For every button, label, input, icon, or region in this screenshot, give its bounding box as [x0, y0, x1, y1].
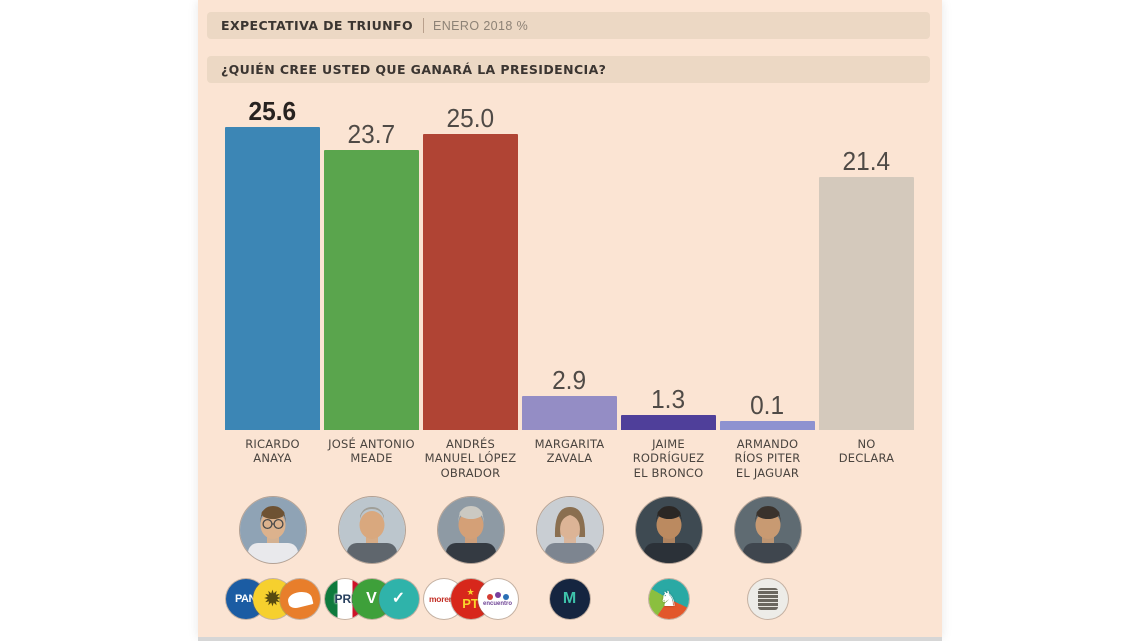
bar-value-label: 25.0 [446, 103, 495, 133]
bronco-glyph: ♞ [659, 587, 678, 611]
logo-column: PRI V ✓ [324, 579, 419, 619]
avatar-jose-antonio-meade [338, 497, 405, 563]
na-logo: ✓ [378, 579, 419, 619]
bar-value-label: 1.3 [651, 384, 686, 414]
bar-column-jose-antonio-meade: 23.7 [324, 90, 419, 430]
prd-glyph: ✹ [263, 586, 282, 611]
candidate-name: RICARDO ANAYA [245, 437, 300, 466]
chart-title: EXPECTATIVA DE TRIUNFO [221, 18, 413, 33]
logo-column: PAN ✹ [225, 579, 320, 619]
avatar-ricardo-anaya [239, 497, 306, 563]
logo-column: ♞ [621, 579, 716, 619]
bar-column-andres-manuel-lopez-obrador: 25.0 [423, 90, 518, 430]
name-column: JOSÉ ANTONIO MEADE [324, 437, 419, 480]
logo-column [720, 579, 815, 619]
avatar-column [324, 497, 419, 563]
pvem-glyph: V [366, 590, 377, 607]
bar-column-no-declara: 21.4 [819, 90, 914, 430]
name-column: RICARDO ANAYA [225, 437, 320, 480]
logo-column: morena ★ PT encuentro [423, 579, 518, 619]
name-column: ANDRÉS MANUEL LÓPEZ OBRADOR [423, 437, 518, 480]
eagle-icon [286, 588, 313, 610]
pan-glyph: PAN [235, 592, 256, 605]
bar-column-ricardo-anaya: 25.6 [225, 90, 320, 430]
pt-glyph: PT [462, 596, 479, 611]
question-band: ¿QUIÉN CREE USTED QUE GANARÁ LA PRESIDEN… [207, 56, 930, 83]
party-logos: PAN ✹ PRI V ✓ morena ★ PT encuentro M ♞ [225, 579, 915, 619]
bar-margarita-zavala [522, 396, 617, 430]
bar-andres-manuel-lopez-obrador [423, 134, 518, 430]
na-glyph: ✓ [391, 590, 406, 607]
title-band: EXPECTATIVA DE TRIUNFO ENERO 2018 % [207, 12, 930, 39]
pri-glyph: PRI [334, 592, 355, 606]
avatar-armando-rios-piter-el-jaguar [734, 497, 801, 563]
avatar-margarita-zavala [536, 497, 603, 563]
poll-panel: EXPECTATIVA DE TRIUNFO ENERO 2018 % ¿QUI… [198, 0, 942, 637]
m-logo: M [549, 579, 590, 619]
avatar-column [621, 497, 716, 563]
chart-subtitle: ENERO 2018 % [433, 18, 529, 33]
avatar-andres-manuel-lopez-obrador [437, 497, 504, 563]
name-column: JAIME RODRÍGUEZ EL BRONCO [621, 437, 716, 480]
jaguar-logo [747, 579, 788, 619]
bar-no-declara [819, 177, 914, 430]
bar-ricardo-anaya [225, 127, 320, 430]
bar-column-jaime-rodriguez-el-bronco: 1.3 [621, 90, 716, 430]
logo-column: M [522, 579, 617, 619]
mc-logo [279, 579, 320, 619]
pes-glyph: encuentro [482, 600, 512, 607]
bar-value-label: 21.4 [842, 146, 891, 176]
name-column: MARGARITA ZAVALA [522, 437, 617, 480]
m-glyph: M [562, 590, 577, 607]
bar-value-label: 2.9 [552, 365, 587, 395]
bar-column-armando-rios-piter-el-jaguar: 0.1 [720, 90, 815, 430]
bar-column-margarita-zavala: 2.9 [522, 90, 617, 430]
name-column: NO DECLARA [819, 437, 914, 480]
candidate-names: RICARDO ANAYA JOSÉ ANTONIO MEADE ANDRÉS MANUE… [225, 437, 915, 480]
chart-question: ¿QUIÉN CREE USTED QUE GANARÁ LA PRESIDEN… [221, 62, 607, 77]
candidate-name: ARMANDO RÍOS PITER EL JAGUAR [734, 437, 801, 480]
people-dots-icon [494, 591, 501, 598]
candidate-name: ANDRÉS MANUEL LÓPEZ OBRADOR [424, 437, 517, 480]
bar-armando-rios-piter-el-jaguar [720, 421, 815, 430]
avatar-jaime-rodriguez-el-bronco [635, 497, 702, 563]
morena-glyph: morena [429, 593, 458, 604]
title-divider [423, 18, 424, 33]
bar-jaime-rodriguez-el-bronco [621, 415, 716, 430]
candidate-photos [225, 497, 915, 563]
pes-logo: encuentro [477, 579, 518, 619]
logo-column [819, 579, 914, 619]
bar-value-label: 0.1 [750, 390, 785, 420]
avatar-column [522, 497, 617, 563]
bar-value-label: 25.6 [248, 96, 297, 126]
candidate-name: JAIME RODRÍGUEZ EL BRONCO [632, 437, 705, 480]
avatar-column [819, 497, 914, 563]
pt-star-icon: ★ [466, 587, 475, 597]
candidate-name: JOSÉ ANTONIO MEADE [328, 437, 415, 466]
candidate-name: NO DECLARA [838, 437, 895, 466]
bar-chart: 25.6 23.7 25.0 2.9 1.3 0.1 21.4 [225, 90, 915, 430]
bar-jose-antonio-meade [324, 150, 419, 430]
name-column: ARMANDO RÍOS PITER EL JAGUAR [720, 437, 815, 480]
avatar-column [720, 497, 815, 563]
avatar-column [423, 497, 518, 563]
bar-value-label: 23.7 [347, 119, 396, 149]
bottom-divider [198, 637, 942, 641]
bronco-logo: ♞ [648, 579, 689, 619]
candidate-name: MARGARITA ZAVALA [534, 437, 605, 466]
avatar-column [225, 497, 320, 563]
jaguar-glyph-icon [757, 588, 778, 610]
